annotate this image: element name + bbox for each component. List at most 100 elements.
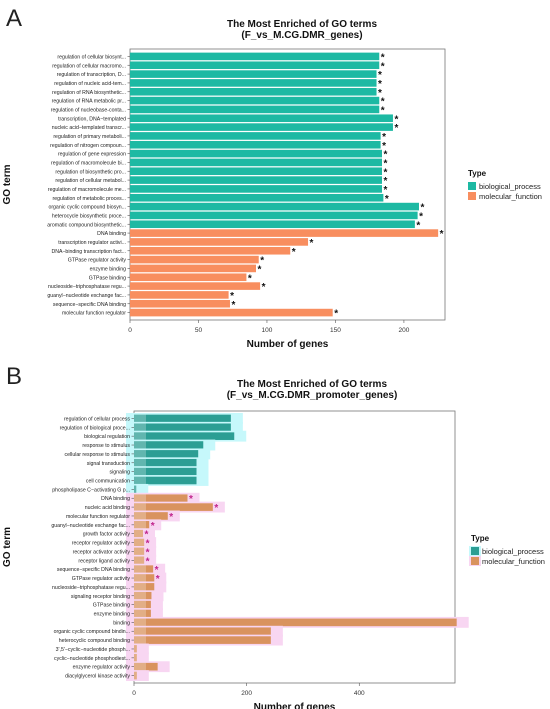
tick-label-y: regulation of RNA biosynthetic... [52,90,126,96]
significance-marker: * [334,309,338,320]
tick-label-y: GTPase regulator activity [68,258,127,264]
tick-label-y: cell communication [86,479,130,485]
tick-label-y: signaling [110,470,131,476]
tick-label-y: signal transduction [87,461,130,467]
bar-sheen [134,645,137,653]
bar [134,512,168,520]
bar [134,485,137,494]
x-axis-label: Number of genes [247,339,329,350]
significance-marker: * [384,176,388,187]
significance-marker: * [382,132,386,143]
significance-marker: * [419,211,423,222]
tick-label-y: regulation of macromolecule bi... [51,160,126,166]
bar-sheen [134,529,144,538]
tick-label-y: GTPase regulator activity [72,576,131,582]
bar [134,458,197,467]
bar [130,79,377,87]
tick-label-y: regulation of primary metaboli... [53,134,126,140]
significance-marker: * [155,565,159,576]
bar [130,132,381,140]
tick-label-y: organic cyclic compound biosyn... [48,205,126,211]
bar-sheen [134,636,146,644]
bar [134,609,151,618]
significance-marker: * [394,123,398,134]
tick-label-y: regulation of biosynthetic pro... [55,169,126,175]
tick-label-y: phospholipase C−activating G p... [52,487,130,493]
significance-marker: * [416,220,420,231]
significance-marker: * [381,52,385,63]
bar [130,308,333,317]
chart-a-subtitle: (F_vs_M.CG.DMR_genes) [241,30,362,41]
bar [130,264,256,273]
tick-label-y: cellular response to stimulus [65,452,131,458]
significance-marker: * [378,79,382,90]
bar-sheen [134,591,146,600]
tick-label-y: cyclic−nucleotide phosphodiest... [54,656,130,662]
significance-marker: * [292,247,296,258]
legend-label: biological_process [482,547,544,556]
tick-label-y: aromatic compound biosynthetic... [47,222,126,228]
bar-sheen [134,565,146,573]
significance-marker: * [381,97,385,108]
bar-sheen [134,627,146,636]
tick-label-y: GTPase binding [89,275,126,281]
significance-marker: * [381,105,385,116]
tick-label-x: 50 [195,327,203,334]
legend-label: biological_process [479,182,541,191]
legend-swatch [471,547,479,555]
chart-b-plot: regulation of cellular process regulation… [2,410,545,709]
tick-label-y: nucleic acid binding [85,505,130,511]
bar [130,291,229,299]
significance-marker: * [310,238,314,249]
tick-label-y: 3',5'−cyclic−nucleotide phosph... [56,647,130,653]
tick-label-y: regulation of cellular metabol... [55,178,126,184]
legend-title: Type [468,169,487,178]
bar [130,123,393,131]
tick-label-y: regulation of gene expression [58,152,126,158]
tick-label-y: regulation of nucleobase-conta... [51,107,126,113]
bar [130,193,384,202]
tick-label-y: regulation of macromolecule me... [48,187,126,193]
bar [134,414,231,423]
chart-b-title: The Most Enriched of GO terms [237,379,387,390]
tick-label-y: guanyl−nucleotide exchange fac... [47,293,126,299]
bar-sheen [134,494,146,503]
tick-label-y: organic cyclic compound bindin... [54,629,130,635]
bar-sheen [134,547,145,556]
tick-label-y: GTPase binding [93,603,130,609]
tick-label-y: growth factor activity [83,532,131,538]
tick-label-y: regulation of cellular macromo... [52,63,126,69]
significance-marker: * [440,229,444,240]
significance-marker: * [146,539,150,550]
panel-letter-a: A [6,5,22,32]
significance-marker: * [231,300,235,311]
significance-marker: * [384,150,388,161]
bar-sheen [134,654,137,662]
bar-sheen [134,538,145,547]
significance-marker: * [214,503,218,514]
tick-label-y: sequence−specific DNA binding [53,302,126,308]
significance-marker: * [378,70,382,81]
tick-label-y: regulation of cellular biosynt... [57,54,126,60]
tick-label-x: 150 [330,327,341,334]
bar [130,52,380,61]
tick-label-y: nucleoside−triphosphatase regu... [52,585,130,591]
significance-marker: * [382,141,386,152]
bar-highlight [126,670,149,681]
significance-marker: * [381,61,385,72]
x-axis-label: Number of genes [254,702,336,709]
tick-label-x: 200 [241,690,252,697]
legend-swatch [468,182,476,190]
bar-sheen [134,414,146,423]
tick-label-x: 400 [354,690,365,697]
significance-marker: * [378,88,382,99]
bar [134,441,204,449]
bar-sheen [134,441,146,449]
bar-sheen [134,521,146,529]
bar [134,423,231,432]
bar-highlight [126,652,149,664]
legend-swatch [468,192,476,200]
bar [134,671,137,680]
tick-label-y: guanyl−nucleotide exchange fac... [51,523,130,529]
bar-sheen [134,609,146,618]
